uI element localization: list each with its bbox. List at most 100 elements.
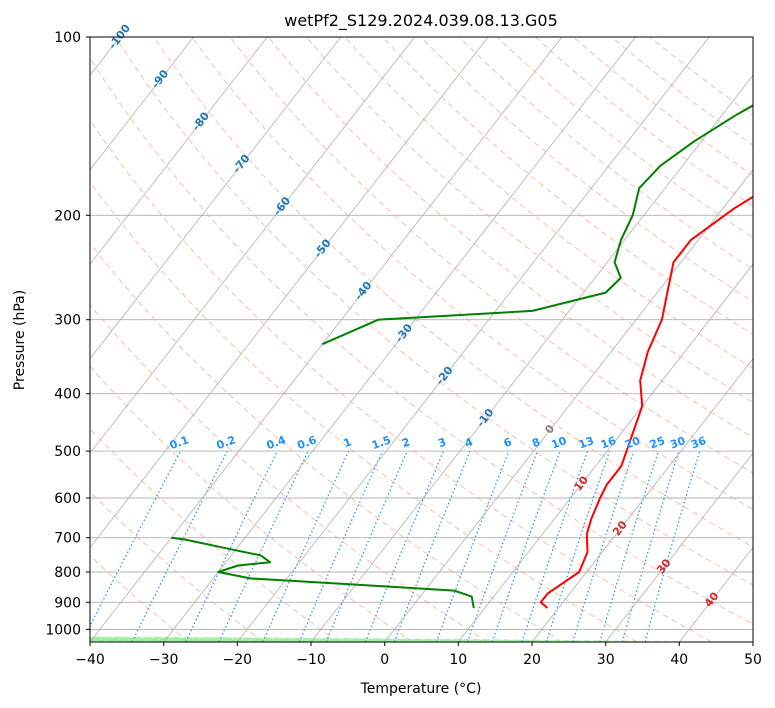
dry-adiabat-line [153, 37, 753, 548]
isotherm-line [90, 37, 342, 360]
isotherm-line [90, 37, 194, 171]
dry-adiabat-line [90, 365, 414, 642]
y-tick-label: 300 [54, 313, 81, 329]
mixing-ratio-label: 25 [648, 434, 667, 451]
y-tick-label: 900 [54, 595, 81, 611]
isotherm-label: -20 [433, 363, 456, 387]
mixing-ratio-label: 0.6 [296, 433, 319, 452]
isotherm-label: -30 [393, 321, 416, 345]
mixing-ratio-label: 10 [550, 434, 569, 452]
dry-adiabat-line [191, 37, 753, 511]
x-axis-ticks: −40 −30 −20 −10 0 10 20 30 40 50 [75, 642, 762, 668]
x-tick-label: 40 [670, 652, 688, 668]
moist-adiabat-line [90, 637, 643, 642]
y-tick-label: 500 [54, 444, 81, 460]
mixing-ratio-label: 6 [502, 435, 514, 450]
mixing-ratio-line [262, 450, 350, 642]
mixing-ratio-line [466, 450, 538, 642]
isotherm-label: -40 [352, 279, 375, 303]
mixing-ratio-line [521, 450, 589, 642]
dry-adiabat-line [90, 490, 264, 642]
mixing-ratio-label: 20 [623, 434, 642, 452]
isotherm-label: 20 [610, 518, 630, 538]
x-tick-label: 0 [380, 652, 389, 668]
isotherm-line [236, 37, 710, 642]
isotherm-label: -10 [474, 406, 497, 430]
mixing-ratio-label: 13 [577, 434, 596, 451]
mixing-ratio-label: 16 [599, 434, 618, 452]
isotherm-label: 40 [702, 589, 722, 609]
dry-adiabat-line [115, 37, 753, 586]
mixing-ratio-line [599, 450, 660, 642]
isotherm-line [457, 263, 753, 642]
moist-adiabats [90, 636, 680, 642]
isotherm-line [163, 37, 636, 642]
dry-adiabat-line [90, 303, 488, 642]
x-tick-label: 30 [597, 652, 615, 668]
profile-line-1 [539, 195, 753, 609]
isotherm-line [605, 452, 753, 642]
dry-adiabat-line [90, 554, 190, 642]
isotherm-label: -60 [271, 194, 294, 218]
mixing-ratio-line [393, 450, 471, 642]
y-tick-label: 400 [54, 387, 81, 403]
y-tick-label: 100 [54, 30, 81, 46]
mixing-ratio-line [298, 450, 384, 642]
isotherm-line [90, 37, 563, 642]
y-tick-label: 1000 [45, 622, 81, 638]
isotherm-label: 0 [542, 422, 557, 436]
mixing-ratio-label: 1 [342, 435, 354, 450]
isotherm-line [90, 37, 268, 265]
mixing-ratio-label: 0.4 [265, 433, 288, 452]
isotherm-label: -80 [190, 109, 213, 133]
dry-adiabat-line [382, 37, 753, 336]
mixing-ratio-line [644, 450, 701, 642]
x-tick-label: −20 [223, 652, 253, 668]
mixing-ratio-label: 1.5 [370, 433, 393, 452]
isotherm-line [90, 37, 489, 549]
profile-series [171, 104, 753, 609]
isotherm-label: -70 [230, 152, 253, 176]
isotherm-line [752, 641, 753, 642]
y-axis-label: Pressure (hPa) [12, 290, 28, 390]
dry-adiabat-line [496, 37, 753, 239]
isotherm-line [310, 74, 753, 642]
y-tick-label: 700 [54, 531, 81, 547]
dry-adiabat-line [420, 37, 753, 303]
mixing-ratio-line [218, 450, 309, 642]
mixing-ratio-line [545, 450, 611, 642]
profile-line-3 [321, 104, 753, 346]
y-tick-label: 600 [54, 491, 81, 507]
mixing-ratio-line [491, 450, 561, 642]
dry-adiabat-line [344, 37, 753, 369]
isotherm-label: 30 [654, 556, 674, 576]
mixing-ratio-line [435, 450, 510, 642]
mixing-ratio-line [364, 450, 444, 642]
dry-adiabat-line [90, 119, 712, 642]
moist-adiabat-line [90, 637, 606, 642]
isotherm-label: -50 [311, 236, 334, 260]
mixing-ratio-label: 2 [400, 435, 412, 450]
chart-title: wetPf2_S129.2024.039.08.13.G05 [284, 11, 558, 31]
mixing-ratio-label: 36 [689, 434, 708, 452]
moist-adiabat-line [90, 636, 680, 642]
mixing-ratio-label: 0.1 [168, 433, 191, 452]
mixing-ratio-line [131, 450, 228, 642]
mixing-ratio-label: 0.2 [215, 433, 238, 452]
y-axis-ticks: 100 200 300 400 500 600 700 800 900 1000 [45, 30, 90, 638]
dry-adiabat-line [229, 37, 753, 474]
x-axis-label: Temperature (°C) [360, 681, 482, 697]
dry-adiabat-line [90, 181, 638, 642]
mixing-ratio-labels: 0.1 0.2 0.4 0.6 1 1.5 2 3 4 6 8 10 13 16 20 25 30 36 [168, 433, 709, 452]
mixing-ratio-line [90, 450, 181, 628]
x-tick-label: 50 [744, 652, 762, 668]
plot-frame [89, 36, 754, 643]
dry-adiabats [90, 37, 753, 642]
y-tick-label: 800 [54, 565, 81, 581]
dry-adiabat-line [90, 242, 563, 642]
mixing-ratio-label: 30 [668, 434, 687, 452]
mixing-ratio-line [572, 450, 635, 642]
dry-adiabat-line [267, 37, 753, 438]
